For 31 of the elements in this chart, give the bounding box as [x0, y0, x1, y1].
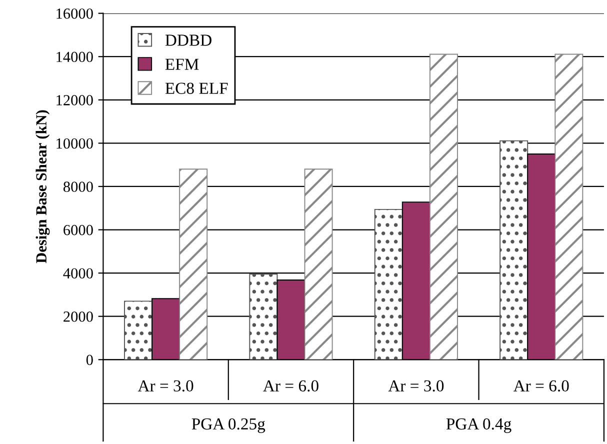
bar	[152, 298, 180, 360]
bar	[374, 208, 403, 360]
bar	[249, 274, 278, 360]
bar	[276, 280, 306, 360]
x-tick-label: Ar = 3.0	[388, 380, 444, 392]
text: PGA 0.25g	[192, 418, 266, 433]
y-tick-label: 10000	[56, 138, 93, 149]
y-tick-label: 6000	[64, 224, 93, 236]
y-tick-label: 8000	[63, 182, 93, 192]
legend-label: DDBD	[165, 34, 212, 46]
y-axis-title: Design Base Shear (kN)	[36, 110, 50, 264]
y-tick-label: 12000	[56, 95, 93, 106]
y-tick-label: 14000	[56, 52, 93, 62]
bar	[500, 140, 528, 360]
y-tick-label: 4000	[63, 268, 93, 279]
x-tick-label: Ar = 6.0	[513, 380, 569, 392]
bar	[402, 202, 430, 360]
bar	[304, 168, 333, 360]
y-tick-label: 0	[86, 354, 93, 366]
bar	[527, 154, 556, 360]
legend-label: EC8 ELF	[165, 82, 228, 94]
bar	[179, 168, 208, 360]
text: PGA 0.4g	[446, 418, 512, 433]
x-tick-label: Ar = 3.0	[138, 380, 194, 392]
y-tick-label: 2000	[64, 311, 93, 322]
bar	[124, 300, 152, 360]
bar	[429, 54, 458, 360]
x-tick-label: Ar = 6.0	[263, 380, 318, 392]
bar	[554, 54, 584, 360]
legend-label: EFM	[165, 58, 199, 70]
y-tick-label: 16000	[56, 8, 93, 19]
